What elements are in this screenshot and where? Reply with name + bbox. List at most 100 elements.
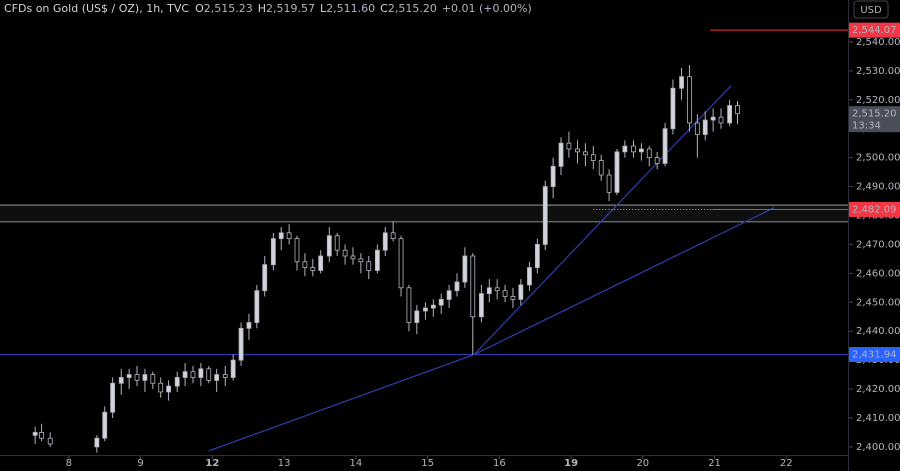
ohlc-value: 2,519.57 bbox=[266, 2, 315, 15]
candle-body bbox=[270, 238, 276, 266]
x-tick-label: 13 bbox=[278, 458, 291, 469]
candle-body bbox=[438, 298, 444, 306]
candle-body bbox=[206, 368, 212, 381]
candle-body bbox=[702, 119, 708, 135]
x-tick-label: 14 bbox=[349, 458, 362, 469]
candle-body bbox=[575, 148, 580, 153]
candle-body bbox=[142, 374, 148, 381]
y-tick-label: 2,470.00 bbox=[856, 239, 900, 250]
y-tick-label: 2,530.00 bbox=[856, 66, 900, 77]
price-axis-bg bbox=[849, 0, 900, 471]
price-label: 2,431.94 bbox=[852, 350, 897, 361]
candle-body bbox=[246, 322, 252, 329]
header: CFDs on Gold (US$ / OZ), 1h, TVC O2,515.2… bbox=[4, 2, 532, 15]
candle-body bbox=[350, 255, 356, 260]
candle-body bbox=[302, 261, 308, 268]
candle-body bbox=[150, 374, 156, 384]
ohlc-key: L bbox=[320, 2, 327, 15]
candle-body bbox=[590, 154, 596, 161]
candle-body bbox=[134, 374, 140, 381]
ohlc-value: 2,515.20 bbox=[388, 2, 437, 15]
zone bbox=[0, 205, 848, 222]
candle-body bbox=[583, 151, 588, 156]
candle-body bbox=[462, 255, 468, 283]
candle-body bbox=[102, 411, 108, 439]
candle-body bbox=[494, 287, 500, 292]
ohlc-value: 2,515.23 bbox=[204, 2, 253, 15]
candle-body bbox=[118, 377, 124, 384]
x-tick-label: 21 bbox=[708, 458, 721, 469]
candle-body bbox=[486, 287, 492, 294]
candle-body bbox=[646, 148, 652, 159]
candle-body bbox=[510, 296, 516, 300]
candle-body bbox=[542, 186, 548, 245]
candle-body bbox=[39, 432, 45, 439]
candle-body bbox=[326, 235, 332, 257]
candle-body bbox=[214, 374, 220, 381]
candle-body bbox=[390, 232, 396, 240]
candle-body bbox=[518, 284, 524, 300]
ohlc-value: 2,511.60 bbox=[326, 2, 375, 15]
candle-body bbox=[598, 160, 604, 176]
x-tick-label: 20 bbox=[636, 458, 649, 469]
plot: 2,400.002,410.002,420.002,430.002,440.00… bbox=[0, 29, 900, 469]
candle-body bbox=[342, 249, 348, 257]
candle-body bbox=[382, 232, 388, 251]
candle-body bbox=[550, 165, 556, 187]
candle-body bbox=[622, 145, 628, 153]
candle-body bbox=[294, 238, 300, 263]
y-tick-label: 2,490.00 bbox=[856, 182, 900, 193]
candle-body bbox=[566, 142, 572, 150]
header-text: CFDs on Gold (US$ / OZ), 1h, TVC O2,515.2… bbox=[4, 2, 532, 15]
candle-body bbox=[286, 232, 292, 240]
candle-body bbox=[32, 432, 38, 436]
candle-body bbox=[406, 287, 412, 323]
candle-body bbox=[614, 151, 620, 193]
candle-body bbox=[478, 293, 484, 318]
candle-body bbox=[334, 235, 340, 251]
candle-body bbox=[198, 368, 204, 378]
price-label-box bbox=[849, 106, 900, 133]
candle-body bbox=[679, 76, 684, 89]
candle-body bbox=[110, 382, 116, 413]
ohlc-key: H bbox=[258, 2, 266, 15]
candle-body bbox=[430, 304, 436, 309]
candle-body bbox=[727, 105, 733, 124]
candle-body bbox=[238, 327, 244, 361]
candle-body bbox=[454, 281, 460, 292]
candle-body bbox=[190, 371, 196, 378]
candle-body bbox=[374, 249, 380, 271]
candle-body bbox=[126, 374, 132, 378]
candle-body bbox=[47, 437, 53, 445]
candle-body bbox=[94, 437, 100, 448]
y-tick-label: 2,440.00 bbox=[856, 326, 900, 337]
price-label: 2,515.20 bbox=[852, 109, 897, 120]
y-tick-label: 2,500.00 bbox=[856, 153, 900, 164]
currency-button[interactable] bbox=[853, 0, 889, 19]
y-tick-label: 2,400.00 bbox=[856, 442, 900, 453]
candle-body bbox=[158, 382, 164, 393]
trendline bbox=[208, 207, 775, 452]
x-tick-label: 16 bbox=[493, 458, 506, 469]
y-tick-label: 2,420.00 bbox=[856, 384, 900, 395]
ohlc-key: O bbox=[195, 2, 204, 15]
candle-body bbox=[182, 371, 188, 378]
y-tick-label: 2,410.00 bbox=[856, 413, 900, 424]
candle-body bbox=[446, 290, 452, 300]
ohlc-key: C bbox=[380, 2, 388, 15]
currency[interactable]: USD bbox=[860, 5, 882, 16]
x-tick-label: 9 bbox=[137, 458, 143, 469]
candle-body bbox=[710, 116, 716, 121]
countdown: 13:34 bbox=[852, 121, 881, 132]
symbol: CFDs on Gold (US$ / OZ), 1h, TVC bbox=[4, 2, 189, 15]
price-label-box bbox=[849, 347, 900, 363]
candle-body bbox=[414, 310, 420, 323]
candle-body bbox=[687, 76, 692, 124]
candle-body bbox=[558, 142, 564, 167]
candle-body bbox=[631, 145, 636, 153]
candle-body bbox=[423, 307, 428, 312]
price-label-box bbox=[849, 201, 900, 217]
candle-body bbox=[662, 128, 668, 164]
price-label: 2,482.09 bbox=[852, 204, 897, 215]
